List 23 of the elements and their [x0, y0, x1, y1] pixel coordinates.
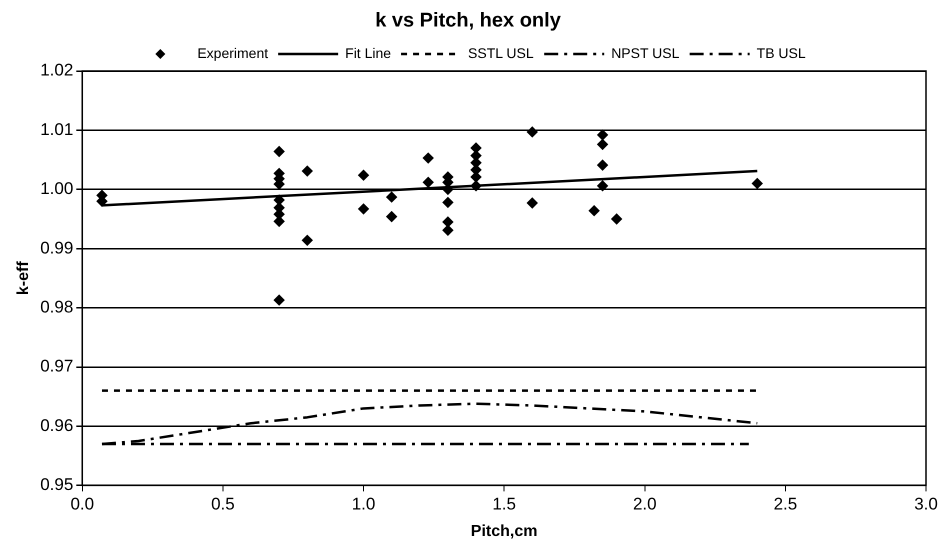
x-axis-title: Pitch,cm	[470, 522, 538, 540]
y-tick-label: 1.00	[40, 179, 74, 198]
chart-title: k vs Pitch, hex only	[375, 10, 562, 32]
x-tick-label: 0.0	[70, 494, 94, 514]
x-tick-label: 1.0	[352, 494, 376, 514]
x-tick-label: 2.0	[632, 494, 657, 514]
legend-label: SSTL USL	[468, 44, 534, 61]
legend-label: NPST USL	[611, 44, 680, 61]
y-tick-label: 0.97	[40, 356, 74, 376]
x-tick-label: 1.5	[492, 494, 516, 514]
legend-label: TB USL	[756, 44, 806, 61]
x-tick-label: 2.5	[774, 494, 798, 514]
y-tick-label: 0.98	[40, 297, 74, 316]
y-tick-label: 0.95	[40, 475, 74, 494]
y-axis-title: k-eff	[15, 260, 32, 296]
legend-label: Fit Line	[345, 44, 392, 61]
y-tick-label: 1.02	[40, 60, 74, 80]
x-tick-label: 0.5	[211, 494, 235, 514]
y-tick-label: 1.01	[40, 120, 74, 139]
legend-label: Experiment	[197, 44, 268, 61]
y-tick-label: 0.96	[40, 416, 74, 435]
y-tick-label: 0.99	[40, 238, 74, 258]
x-tick-label: 3.0	[914, 494, 938, 514]
